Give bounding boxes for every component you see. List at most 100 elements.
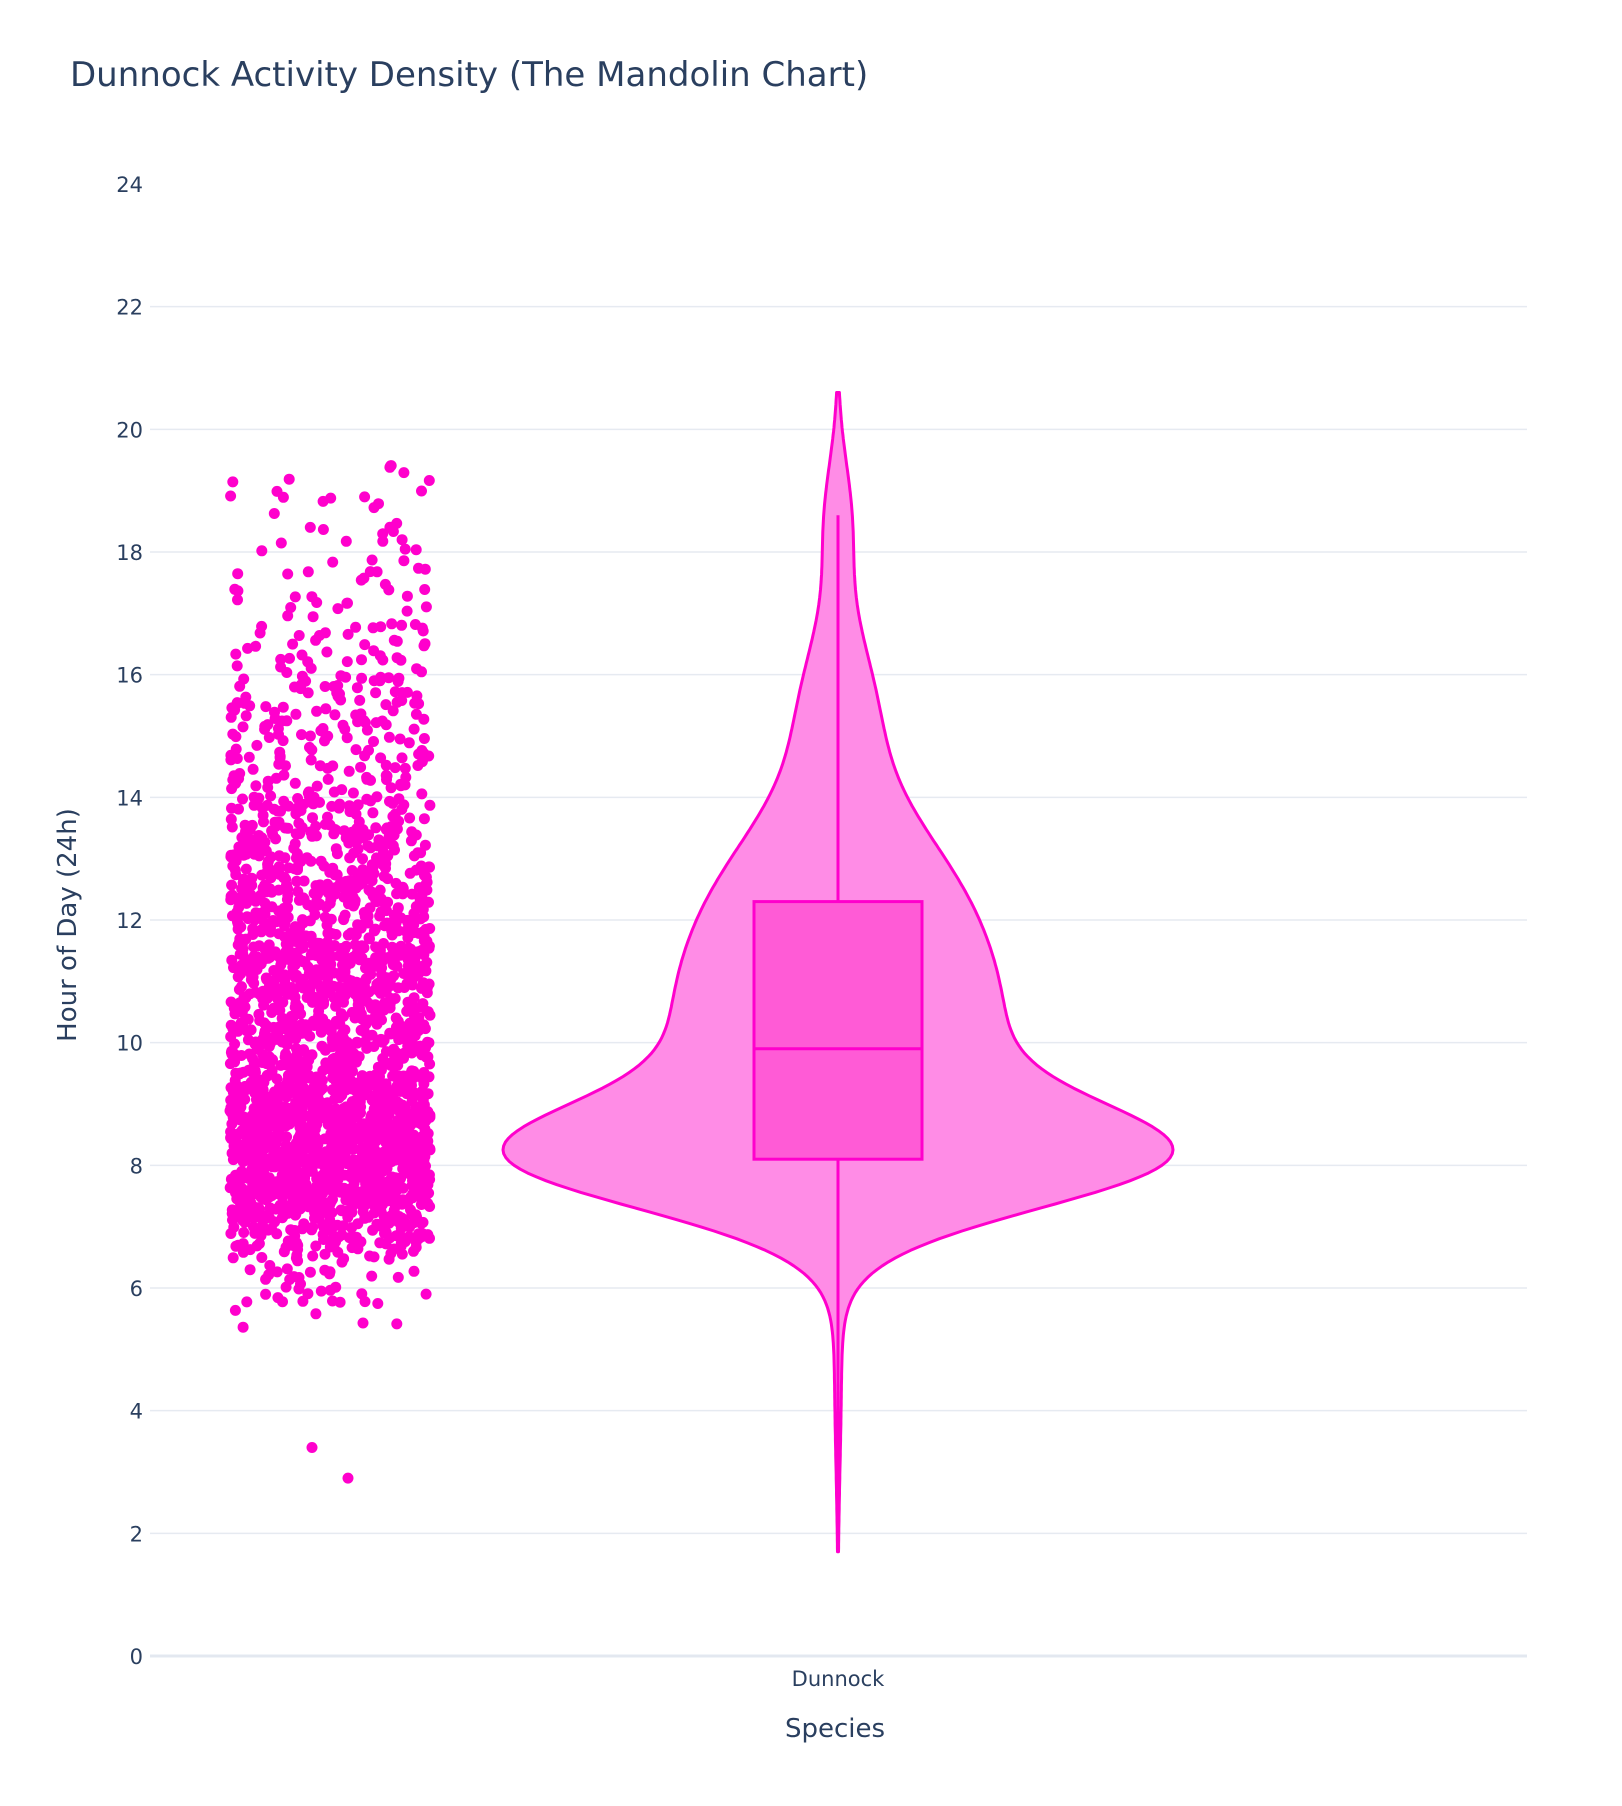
data-point — [317, 1206, 329, 1218]
x-axis-ticks: Dunnock — [792, 1667, 885, 1691]
data-point — [273, 928, 285, 940]
data-point — [366, 1270, 378, 1282]
data-point — [266, 1223, 277, 1235]
data-point — [307, 1250, 319, 1262]
data-point — [273, 1123, 285, 1135]
data-point — [348, 900, 359, 912]
data-point — [348, 1143, 360, 1155]
data-point — [237, 877, 249, 889]
data-point — [415, 860, 427, 872]
data-point — [248, 799, 260, 811]
data-point — [339, 723, 351, 735]
data-point — [408, 1265, 420, 1277]
data-point — [233, 984, 245, 995]
data-point — [390, 1012, 402, 1024]
y-tick-label: 8 — [130, 1154, 143, 1178]
data-point — [271, 865, 283, 877]
data-point — [366, 1198, 378, 1210]
data-point — [230, 1240, 242, 1252]
data-point — [280, 873, 292, 885]
data-point — [327, 864, 339, 876]
data-point — [364, 566, 376, 578]
data-point — [369, 960, 381, 972]
data-point — [404, 812, 416, 824]
data-point — [410, 708, 422, 720]
data-point — [253, 1238, 265, 1250]
data-point — [352, 1218, 364, 1230]
data-point — [265, 851, 277, 863]
data-point — [317, 1229, 329, 1241]
data-point — [321, 646, 333, 658]
data-point — [251, 964, 263, 975]
data-point — [277, 996, 289, 1008]
data-point — [257, 993, 269, 1005]
data-point — [291, 875, 303, 887]
data-point — [245, 1196, 256, 1208]
data-point — [318, 860, 330, 872]
data-point — [302, 566, 314, 578]
data-point — [325, 492, 337, 504]
y-tick-label: 10 — [116, 1032, 143, 1056]
data-point — [385, 782, 397, 794]
data-point — [295, 1125, 307, 1137]
data-point — [297, 982, 309, 994]
data-point — [257, 1215, 269, 1227]
data-point — [376, 715, 388, 727]
data-point — [316, 1112, 328, 1124]
data-point — [231, 660, 243, 672]
data-point — [357, 853, 368, 865]
data-point — [355, 761, 367, 773]
data-point — [256, 1252, 268, 1263]
data-point — [268, 975, 280, 986]
data-point — [309, 1212, 320, 1224]
data-point — [230, 648, 242, 660]
data-point — [273, 884, 285, 896]
data-point — [307, 812, 318, 824]
data-point — [248, 977, 260, 989]
data-point — [349, 939, 361, 951]
outlier-point — [306, 1442, 318, 1453]
data-point — [396, 695, 408, 706]
data-point — [374, 1168, 386, 1180]
y-tick-label: 0 — [130, 1645, 143, 1669]
data-point — [338, 825, 350, 837]
data-point — [338, 1142, 350, 1154]
data-point — [392, 1271, 404, 1283]
data-point — [351, 682, 363, 694]
data-point — [289, 777, 301, 789]
data-point — [249, 1224, 261, 1236]
data-point — [391, 1184, 403, 1196]
data-point — [399, 762, 411, 774]
data-point — [408, 919, 420, 931]
data-point — [329, 709, 341, 721]
data-point — [235, 1050, 247, 1061]
data-point — [307, 611, 319, 623]
data-point — [300, 1179, 312, 1191]
data-point — [389, 916, 401, 928]
data-point — [317, 1014, 328, 1026]
data-point — [277, 491, 289, 503]
data-point — [289, 1175, 301, 1186]
data-point — [228, 770, 240, 782]
data-point — [365, 1137, 377, 1149]
data-point — [225, 490, 237, 502]
data-point — [416, 1100, 428, 1112]
data-point — [283, 800, 294, 812]
data-point — [253, 940, 265, 952]
data-point — [247, 763, 259, 775]
data-point — [225, 996, 237, 1008]
data-point — [256, 620, 268, 632]
data-point — [293, 1093, 305, 1105]
data-point — [359, 491, 371, 503]
data-point — [375, 1206, 387, 1218]
data-point — [231, 906, 243, 918]
data-point — [293, 1272, 305, 1283]
data-point — [275, 537, 287, 549]
data-point — [416, 666, 427, 678]
data-point — [263, 732, 275, 743]
data-point — [279, 852, 291, 864]
data-point — [263, 1269, 275, 1281]
data-point — [348, 826, 360, 838]
data-point — [388, 1129, 400, 1141]
data-point — [314, 1171, 326, 1183]
